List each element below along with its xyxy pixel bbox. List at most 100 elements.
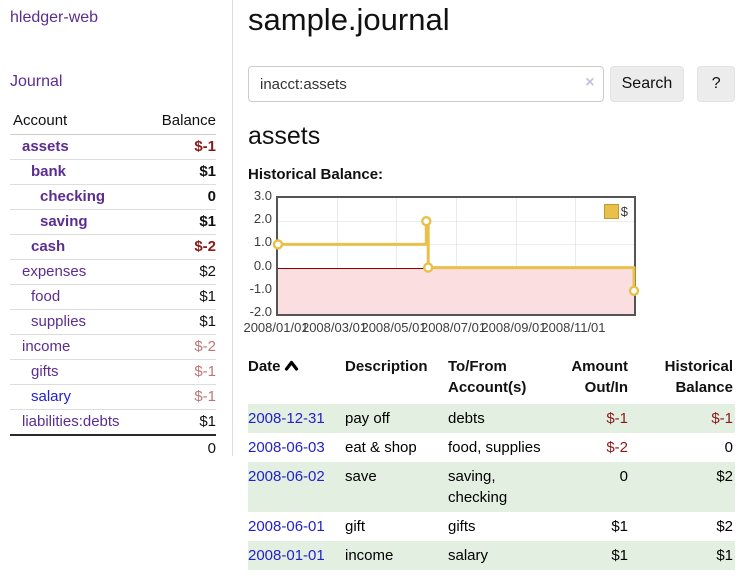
historical-balance-chart: $ 3.0 2.0 1.0 0.0 -1.0 -2.0 2008/01/01 2008/03/… — [243, 188, 668, 340]
nav-journal-link[interactable]: Journal — [10, 73, 63, 90]
sidebar: hledger-web Journal Account Balance asse… — [0, 0, 233, 457]
txn-date-cell: 2008-06-03 — [248, 433, 345, 462]
transaction-row[interactable]: 2008-06-02 save saving, checking 0 $2 — [248, 462, 735, 512]
y-axis-tick-label: 1.0 — [253, 234, 272, 250]
account-link-food[interactable]: food — [31, 288, 61, 305]
txn-amount-cell: $1 — [611, 547, 628, 564]
txn-balance-cell: $-1 — [711, 410, 733, 427]
txn-date-cell: 2008-12-31 — [248, 404, 345, 433]
search-input[interactable] — [248, 66, 604, 102]
balance-line — [278, 219, 636, 291]
transaction-date-link[interactable]: 2008-12-31 — [248, 410, 325, 427]
transaction-date-link[interactable]: 2008-06-02 — [248, 468, 325, 485]
account-heading: assets — [248, 122, 321, 150]
account-balance: $1 — [199, 163, 216, 180]
transaction-row[interactable]: 2008-06-01 gift gifts $1 $2 — [248, 512, 735, 541]
txn-balance-cell: 0 — [724, 439, 733, 456]
account-balance: $1 — [199, 413, 216, 430]
search-button[interactable]: Search — [609, 66, 685, 102]
balance-series — [272, 216, 640, 297]
page-title: sample.journal — [248, 2, 450, 37]
txn-balance-cell: $1 — [716, 547, 733, 564]
legend-label: $ — [620, 204, 628, 219]
account-balance: $1 — [199, 313, 216, 330]
account-row: assets $-1 — [10, 135, 216, 160]
account-link-saving[interactable]: saving — [40, 213, 88, 230]
txn-description-cell: save — [345, 468, 377, 485]
account-link-income[interactable]: income — [22, 338, 71, 355]
account-link-bank[interactable]: bank — [31, 163, 67, 180]
txn-date-cell: 2008-01-01 — [248, 541, 345, 570]
y-axis-tick-label: 2.0 — [253, 211, 272, 227]
txn-amount-cell: $-1 — [606, 410, 628, 427]
account-link-supplies[interactable]: supplies — [31, 313, 87, 330]
y-axis-tick-label: 3.0 — [253, 188, 272, 203]
txn-description-cell: income — [345, 547, 394, 564]
account-row: checking 0 — [10, 185, 216, 210]
account-link-assets[interactable]: assets — [22, 138, 69, 155]
txn-description-cell: gift — [345, 518, 366, 535]
txn-accounts-cell: salary — [448, 547, 489, 564]
transactions-table: Date Description To/From Account(s) Amou… — [248, 354, 735, 570]
column-header-amount: Amount Out/In — [571, 358, 628, 396]
help-button[interactable]: ? — [697, 66, 735, 102]
transaction-date-link[interactable]: 2008-06-03 — [248, 439, 325, 456]
transaction-row[interactable]: 2008-06-03 eat & shop food, supplies $-2 0 — [248, 433, 735, 462]
account-row: expenses $2 — [10, 260, 216, 285]
data-point-marker — [422, 262, 434, 273]
column-header-description: Description — [345, 358, 428, 375]
app-title-link[interactable]: hledger-web — [10, 9, 99, 26]
gridline — [515, 198, 517, 314]
account-balance: $-2 — [194, 238, 216, 255]
account-column-header: Account — [13, 112, 68, 129]
column-header-date[interactable]: Date — [248, 354, 345, 404]
txn-accounts-cell: gifts — [448, 518, 476, 535]
account-row: food $1 — [10, 285, 216, 310]
chart-legend: $ — [601, 203, 630, 220]
main-content: sample.journal × Search ? assets Histori… — [243, 0, 735, 570]
transaction-date-link[interactable]: 2008-06-01 — [248, 518, 325, 535]
accounts-table-header: Account Balance — [10, 108, 216, 135]
account-row: gifts $-1 — [10, 360, 216, 385]
column-header-balance: Historical Balance — [664, 358, 733, 396]
data-point-marker — [421, 216, 432, 227]
y-axis-tick-label: -2.0 — [249, 304, 272, 319]
txn-amount-cell: $1 — [611, 518, 628, 535]
account-row: supplies $1 — [10, 310, 216, 335]
account-link-salary[interactable]: salary — [31, 388, 72, 405]
sort-ascending-icon — [284, 360, 298, 371]
transaction-date-link[interactable]: 2008-01-01 — [248, 547, 325, 564]
x-axis-tick-label: 2008/09/01 — [481, 320, 547, 335]
chart-title: Historical Balance: — [248, 166, 384, 183]
txn-date-cell: 2008-06-01 — [248, 512, 345, 541]
txn-description-cell: eat & shop — [345, 439, 417, 456]
transaction-row[interactable]: 2008-12-31 pay off debts $-1 $-1 — [248, 404, 735, 433]
account-link-cash[interactable]: cash — [31, 238, 66, 255]
account-balance: $1 — [199, 213, 216, 230]
account-link-checking[interactable]: checking — [40, 188, 106, 205]
account-link-expenses[interactable]: expenses — [22, 263, 87, 280]
account-row: income $-2 — [10, 335, 216, 360]
account-row: saving $1 — [10, 210, 216, 235]
accounts-table-body: assets $-1 bank $1 checking 0 saving $1 cash $-2 e… — [10, 135, 216, 434]
gridline — [278, 221, 634, 223]
account-balance: $-1 — [194, 388, 216, 405]
account-link-gifts[interactable]: gifts — [31, 363, 59, 380]
data-point-marker — [272, 239, 284, 250]
account-link-liabilities-debts[interactable]: liabilities:debts — [22, 413, 120, 430]
gridline — [455, 198, 457, 314]
x-axis-tick-label: 2008/05/01 — [361, 320, 427, 335]
txn-balance-cell: $2 — [716, 518, 733, 535]
clear-search-icon[interactable]: × — [585, 74, 595, 91]
balance-column-header: Balance — [161, 112, 216, 129]
x-axis-tick-label: 2008/03/01 — [301, 320, 368, 335]
account-balance: $-1 — [194, 138, 216, 155]
txn-accounts-cell: saving, checking — [448, 468, 508, 506]
account-balance: 0 — [207, 188, 216, 205]
accounts-table: Account Balance assets $-1 bank $1 checking 0… — [10, 108, 216, 461]
transaction-row[interactable]: 2008-01-01 income salary $1 $1 — [248, 541, 735, 570]
gridline — [336, 198, 338, 314]
account-row: cash $-2 — [10, 235, 216, 260]
column-header-accounts: To/From Account(s) — [448, 358, 527, 396]
x-axis-tick-label: 2008/11/01 — [541, 320, 606, 335]
